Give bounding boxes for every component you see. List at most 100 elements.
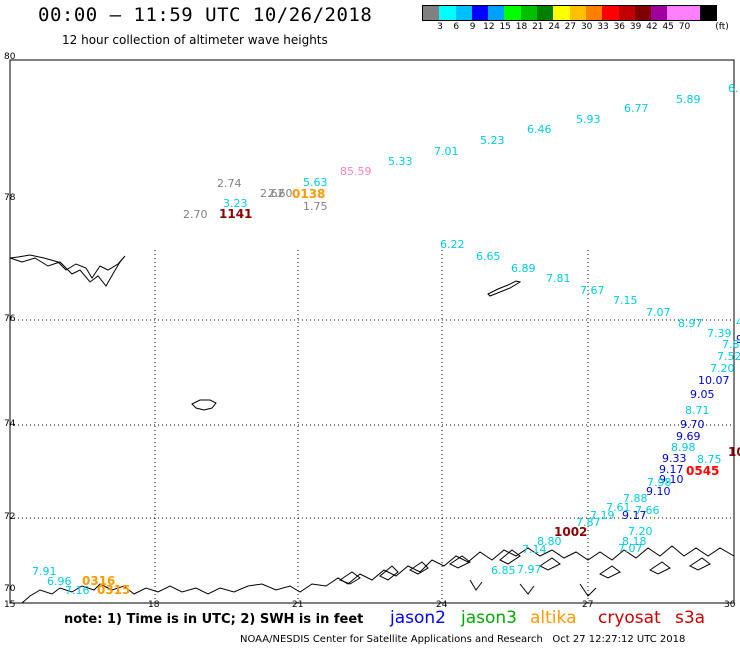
wave-height-label: 8.75 bbox=[697, 453, 722, 466]
wave-height-label: 7.87 bbox=[576, 516, 601, 529]
pass-time-label: 1002 bbox=[554, 525, 587, 539]
legend-swatch bbox=[700, 6, 717, 20]
legend-tick-label: 27 bbox=[564, 22, 577, 32]
legend-swatch bbox=[504, 6, 521, 20]
pass-time-label: 0315 bbox=[97, 583, 130, 597]
wave-height-label: 8.80 bbox=[537, 535, 562, 548]
legend-tick-label: 33 bbox=[597, 22, 609, 32]
credit-text: NOAA/NESDIS Center for Satellite Applica… bbox=[240, 634, 543, 645]
pass-time-label: 0138 bbox=[292, 187, 325, 201]
legend-swatch bbox=[683, 6, 701, 20]
legend-tick-label: 70 bbox=[678, 22, 691, 32]
y-tick-78: 78 bbox=[4, 193, 16, 203]
wave-height-label: 7.66 bbox=[635, 504, 660, 517]
wave-height-label: 7.07 bbox=[618, 542, 643, 555]
legend-tick-label: 42 bbox=[646, 22, 658, 32]
bear-island-coastline bbox=[191, 399, 217, 411]
legend-swatch bbox=[488, 6, 505, 20]
wave-height-label: 1.75 bbox=[303, 200, 328, 213]
wave-height-label: 7.88 bbox=[623, 492, 648, 505]
legend-swatch bbox=[423, 6, 440, 20]
x-tick-30: 30 bbox=[724, 600, 736, 610]
grid-lines bbox=[10, 250, 734, 603]
legend-swatch bbox=[651, 6, 668, 20]
legend-swatch bbox=[439, 6, 456, 20]
wave-height-label: 8.97 bbox=[678, 317, 703, 330]
x-tick-27: 27 bbox=[582, 600, 594, 610]
wave-height-label: 7.52 bbox=[717, 350, 740, 363]
wave-height-label: 6.65 bbox=[476, 250, 501, 263]
wave-height-label: 7.39 bbox=[707, 327, 732, 340]
wave-height-label: 7.98 bbox=[647, 476, 672, 489]
wave-height-label: 7.20 bbox=[710, 362, 735, 375]
pass-time-label: 1141 bbox=[219, 207, 252, 221]
y-tick-74: 74 bbox=[4, 419, 16, 429]
wave-height-label: 6. bbox=[728, 82, 739, 95]
legend-swatch bbox=[553, 6, 570, 20]
wave-height-label: 3.23 bbox=[223, 197, 248, 210]
satellite-label-jason3: jason3 bbox=[461, 608, 517, 628]
wave-height-label: 6.22 bbox=[440, 238, 465, 251]
legend-tick-label: 9 bbox=[469, 22, 476, 32]
legend-tick-label: 12 bbox=[483, 22, 495, 32]
x-tick-24: 24 bbox=[436, 600, 448, 610]
wave-height-label: 2.74 bbox=[217, 177, 242, 190]
wave-height-label: 7.01 bbox=[434, 145, 459, 158]
wave-height-label: 8.98 bbox=[671, 441, 696, 454]
wave-height-label: 2.60 bbox=[268, 187, 293, 200]
wave-height-label: 7.07 bbox=[646, 306, 671, 319]
x-tick-15: 15 bbox=[4, 600, 16, 610]
legend-swatch bbox=[618, 6, 635, 20]
wave-height-label: 5.93 bbox=[576, 113, 601, 126]
svalbard-coastline bbox=[9, 254, 126, 287]
wave-height-label: 6.96 bbox=[47, 575, 72, 588]
wave-height-label: 7.20 bbox=[628, 525, 653, 538]
legend-swatch bbox=[537, 6, 554, 20]
wave-height-label: 10.07 bbox=[698, 374, 730, 387]
legend-swatch bbox=[520, 6, 538, 20]
satellite-label-cryosat: cryosat bbox=[598, 608, 661, 628]
wave-height-label: 5.89 bbox=[676, 93, 701, 106]
norway-coastline bbox=[20, 545, 735, 604]
legend-tick-label: 36 bbox=[613, 22, 626, 32]
pass-time-label: 0316 bbox=[82, 574, 115, 588]
pass-time-label: 1003 bbox=[728, 445, 740, 459]
wave-height-label: 6.77 bbox=[624, 102, 649, 115]
wave-height-label: 2.62 bbox=[260, 187, 285, 200]
wave-height-label: 6.46 bbox=[527, 123, 552, 136]
legend-swatch bbox=[569, 6, 586, 20]
wave-height-label: 4.84 bbox=[736, 316, 740, 329]
y-tick-72: 72 bbox=[4, 512, 16, 522]
wave-height-label: 9.05 bbox=[690, 388, 715, 401]
wave-height-label: 7.19 bbox=[590, 509, 615, 522]
wave-height-label: 2.70 bbox=[183, 208, 208, 221]
wave-height-label: 6.85 bbox=[491, 564, 516, 577]
wave-height-label: 7.61 bbox=[606, 501, 631, 514]
satellite-label-s3a: s3a bbox=[675, 608, 706, 628]
credit-line: NOAA/NESDIS Center for Satellite Applica… bbox=[240, 634, 685, 645]
wave-height-label: 8.18 bbox=[622, 535, 647, 548]
wave-height-label: 9.10 bbox=[646, 485, 671, 498]
y-tick-76: 76 bbox=[4, 314, 16, 324]
x-tick-21: 21 bbox=[292, 600, 304, 610]
wave-height-label: 7.67 bbox=[580, 284, 605, 297]
wave-height-label: 6.89 bbox=[511, 262, 536, 275]
map-title: 00:00 – 11:59 UTC 10/26/2018 bbox=[38, 4, 373, 26]
wave-height-label: 9.17 bbox=[659, 463, 684, 476]
wave-height-label: 5.33 bbox=[388, 155, 413, 168]
wave-height-label: 9.17 bbox=[622, 509, 647, 522]
wave-height-label: 7.8 bbox=[722, 338, 740, 351]
wave-height-label: 7.91 bbox=[32, 565, 57, 578]
y-tick-70: 70 bbox=[4, 584, 16, 594]
wave-height-label: 9.10 bbox=[659, 473, 684, 486]
wave-height-label: 8.71 bbox=[685, 404, 710, 417]
wave-height-label: 1 bbox=[0, 0, 7, 3]
wave-height-label: 7.97 bbox=[517, 563, 542, 576]
wave-height-label: 85.59 bbox=[340, 165, 372, 178]
legend-tick-label: 21 bbox=[532, 22, 544, 32]
legend-swatch bbox=[455, 6, 472, 20]
wave-height-label: 9.69 bbox=[676, 430, 701, 443]
legend-tick-label: 24 bbox=[548, 22, 560, 32]
legend-tick-label: 3 bbox=[437, 22, 443, 32]
